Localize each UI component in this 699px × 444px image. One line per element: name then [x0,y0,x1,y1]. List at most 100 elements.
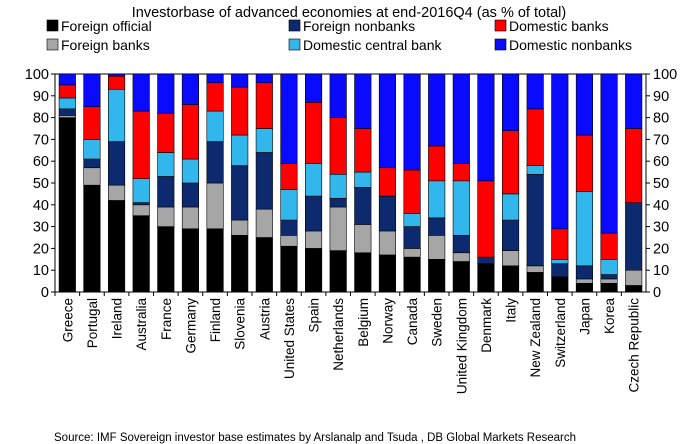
source-note: Source: IMF Sovereign investor base esti… [54,432,576,444]
bar-segment-foreign-banks [231,219,249,236]
y-tick-label-right: 10 [653,263,669,279]
y-axis-left: 0 10 20 30 40 50 60 70 80 90 100 [25,67,55,301]
bar-segment-domestic-banks [280,163,298,190]
bar-segment-foreign-banks [600,278,618,284]
bar-segment-domestic-banks [575,134,593,193]
bar-segment-foreign-official [452,261,470,293]
bar-segment-foreign-nonbanks [58,108,76,116]
bar-segment-foreign-official [108,200,126,293]
bar-segment-foreign-official [255,237,273,293]
bar-segment-domestic-banks [600,232,618,260]
legend-swatch [288,38,301,51]
bar-segment-foreign-official [329,250,347,293]
bar-segment-foreign-official [403,256,421,293]
bar-segment-domestic-banks [526,108,544,166]
bar-segment-domestic-central-bank [206,110,224,142]
bar-segment-domestic-nonbanks [354,73,372,129]
bar-segment-foreign-banks [305,230,323,249]
bar-segment-foreign-banks [157,206,175,227]
bar-segment-foreign-nonbanks [329,197,347,208]
bar-segment-domestic-nonbanks [280,73,298,164]
legend-swatch [288,19,301,32]
x-tick-label-greece: Greece [60,298,75,342]
bar-stack-czech-republic [625,73,643,293]
bar-stack-denmark [477,73,495,293]
bar-segment-foreign-official [280,245,298,293]
bar-stack-united-kingdom [452,73,470,293]
bar-segment-domestic-nonbanks [181,73,199,105]
bar-segment-domestic-nonbanks [403,73,421,171]
bar-segment-foreign-banks [502,250,520,267]
y-tick-label-right: 90 [653,89,669,105]
bar-segment-domestic-central-bank [329,173,347,199]
bar-segment-domestic-central-bank [231,134,249,166]
bar-segment-foreign-nonbanks [428,217,446,236]
bar-segment-foreign-banks [378,230,396,256]
bar-stack-norway [378,73,396,293]
bar-segment-domestic-central-bank [305,163,323,197]
x-tick-label-switzerland: Switzerland [553,298,568,368]
bar-segment-domestic-central-bank [600,258,618,275]
x-tick-label-united-kingdom: United Kingdom [454,298,469,394]
x-tick-label-austria: Austria [257,298,272,341]
x-tick-label-spain: Spain [307,298,322,333]
bar-segment-foreign-official [354,252,372,293]
bar-segment-domestic-nonbanks [305,73,323,103]
bar-segment-foreign-nonbanks [206,141,224,184]
bar-segment-domestic-central-bank [526,165,544,175]
x-tick-label-united-states: United States [282,298,297,379]
bar-segment-domestic-banks [502,130,520,195]
bar-segment-foreign-nonbanks [157,176,175,208]
x-tick-label-belgium: Belgium [356,298,371,347]
bar-segment-domestic-banks [305,102,323,164]
bar-segment-foreign-nonbanks [575,265,593,280]
bar-segment-domestic-banks [378,167,396,197]
bar-segment-foreign-nonbanks [452,235,470,254]
bar-segment-foreign-banks [280,235,298,247]
bar-segment-foreign-official [625,285,643,293]
bar-stack-italy [502,73,520,293]
bar-segment-foreign-official [206,228,224,293]
bar-segment-domestic-central-bank [58,97,76,110]
bar-segment-domestic-nonbanks [625,73,643,129]
bar-segment-domestic-banks [255,82,273,129]
x-tick-label-germany: Germany [183,298,198,354]
bar-segment-foreign-banks [403,248,421,258]
bar-stack-japan [575,73,593,293]
bar-segment-domestic-banks [108,75,126,90]
bar-segment-foreign-banks [354,224,372,254]
bar-segment-domestic-nonbanks [108,73,126,77]
legend-swatch [494,19,507,32]
legend-swatch [494,38,507,51]
bar-segment-domestic-central-bank [403,213,421,227]
bar-segment-domestic-nonbanks [329,73,347,118]
bar-segment-foreign-nonbanks [231,165,249,221]
y-tick-label: 100 [25,67,49,83]
bar-segment-foreign-banks [58,115,76,118]
bar-segment-domestic-central-bank [452,180,470,236]
legend-label: Foreign banks [61,37,150,53]
y-tick-label: 80 [33,111,49,127]
y-tick-label: 50 [33,176,49,192]
bar-stack-canada [403,73,421,293]
bar-segment-domestic-banks [452,163,470,182]
bar-segment-domestic-nonbanks [255,73,273,84]
x-tick-label-czech-republic: Czech Republic [627,298,642,393]
x-tick-label-france: France [159,298,174,340]
y-tick-label-right: 30 [653,220,669,236]
bar-segment-foreign-official [477,263,495,293]
bar-stack-sweden [428,73,446,293]
x-tick-label-japan: Japan [577,298,592,335]
bar-segment-domestic-banks [428,145,446,182]
plot-area [54,73,647,293]
legend-label: Domestic nonbanks [509,37,632,53]
bar-segment-domestic-nonbanks [157,73,175,114]
bar-segment-foreign-nonbanks [305,195,323,232]
bar-stack-australia [132,73,150,293]
legend-label: Foreign official [61,18,152,34]
bar-segment-foreign-official [575,282,593,293]
x-tick-label-korea: Korea [602,298,617,335]
bar-segment-foreign-nonbanks [181,182,199,208]
bar-segment-foreign-banks [452,252,470,262]
bar-stack-united-states [280,73,298,293]
